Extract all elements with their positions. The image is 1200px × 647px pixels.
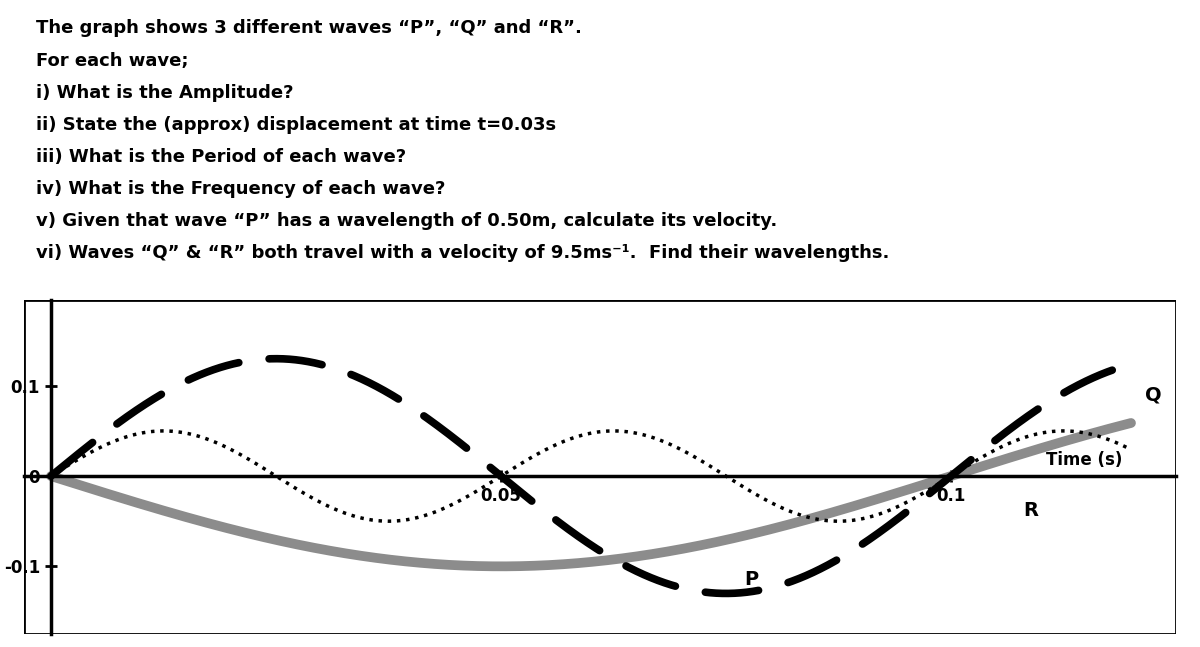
- Text: v) Given that wave “P” has a wavelength of 0.50m, calculate its velocity.: v) Given that wave “P” has a wavelength …: [36, 212, 776, 230]
- Text: R: R: [1022, 501, 1038, 520]
- Text: Q: Q: [1145, 386, 1162, 404]
- Text: iii) What is the Period of each wave?: iii) What is the Period of each wave?: [36, 148, 406, 166]
- Text: For each wave;: For each wave;: [36, 52, 188, 69]
- Text: The graph shows 3 different waves “P”, “Q” and “R”.: The graph shows 3 different waves “P”, “…: [36, 19, 581, 38]
- Text: i) What is the Amplitude?: i) What is the Amplitude?: [36, 83, 293, 102]
- Text: iv) What is the Frequency of each wave?: iv) What is the Frequency of each wave?: [36, 180, 445, 198]
- Text: P: P: [744, 570, 758, 589]
- Text: Time (s): Time (s): [1045, 451, 1122, 469]
- Text: vi) Waves “Q” & “R” both travel with a velocity of 9.5ms⁻¹.  Find their waveleng: vi) Waves “Q” & “R” both travel with a v…: [36, 245, 889, 262]
- Text: ii) State the (approx) displacement at time t=0.03s: ii) State the (approx) displacement at t…: [36, 116, 556, 134]
